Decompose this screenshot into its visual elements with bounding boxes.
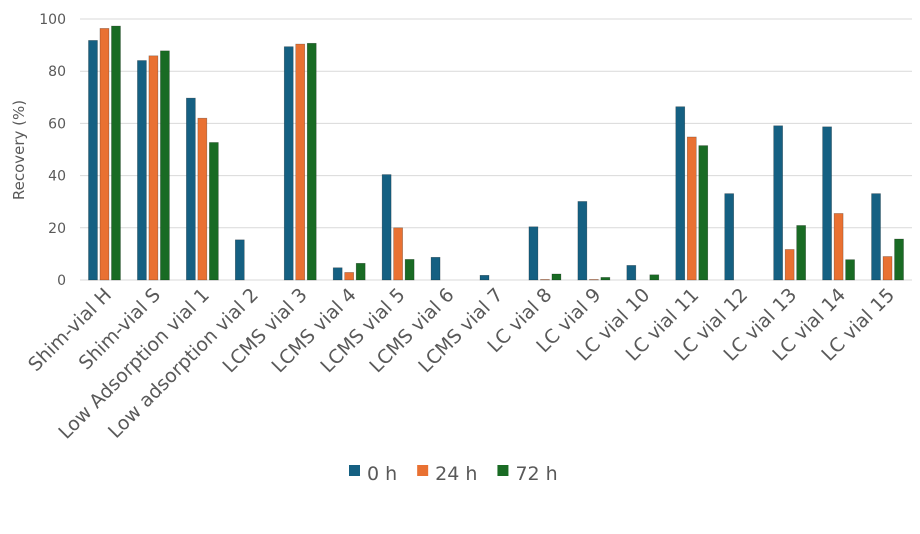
bar-24h-15 bbox=[833, 213, 844, 281]
bar-24h-4 bbox=[295, 43, 306, 281]
bar-24h-16 bbox=[882, 256, 893, 281]
legend-label: 72 h bbox=[515, 463, 557, 485]
bar-72h-0 bbox=[111, 25, 121, 281]
bar-0h-8 bbox=[479, 275, 490, 281]
legend-swatch bbox=[417, 465, 429, 476]
bar-0h-11 bbox=[626, 265, 637, 281]
bar-24h-1 bbox=[148, 55, 159, 281]
legend-label: 24 h bbox=[435, 463, 477, 485]
y-tick-label: 80 bbox=[48, 64, 66, 80]
y-tick-label: 40 bbox=[48, 169, 66, 185]
bar-0h-16 bbox=[871, 193, 881, 281]
bar-72h-1 bbox=[160, 50, 170, 281]
bar-24h-0 bbox=[99, 28, 110, 281]
y-tick-label: 20 bbox=[48, 221, 66, 237]
bar-24h-5 bbox=[344, 272, 354, 281]
bar-72h-2 bbox=[209, 142, 219, 281]
legend-swatch bbox=[497, 465, 509, 476]
y-tick-label: 100 bbox=[39, 12, 66, 28]
bar-0h-3 bbox=[234, 239, 245, 281]
bar-72h-9 bbox=[551, 273, 562, 281]
bar-0h-13 bbox=[724, 193, 735, 281]
bar-0h-0 bbox=[88, 40, 98, 281]
bar-72h-15 bbox=[845, 259, 855, 281]
y-tick-label: 0 bbox=[57, 273, 66, 289]
y-tick-label: 60 bbox=[48, 116, 66, 132]
bar-24h-2 bbox=[197, 117, 208, 281]
bar-0h-2 bbox=[186, 97, 196, 281]
bars bbox=[88, 25, 904, 281]
bar-72h-16 bbox=[894, 238, 904, 281]
bar-72h-14 bbox=[796, 225, 806, 281]
bar-0h-5 bbox=[332, 267, 343, 281]
bar-0h-7 bbox=[430, 256, 441, 281]
bar-24h-14 bbox=[784, 249, 795, 281]
bar-0h-1 bbox=[137, 60, 147, 281]
bar-0h-6 bbox=[381, 174, 392, 281]
bar-0h-15 bbox=[822, 126, 832, 281]
gridlines bbox=[80, 18, 912, 281]
bar-72h-5 bbox=[355, 262, 366, 281]
bar-24h-12 bbox=[686, 136, 697, 281]
bar-24h-6 bbox=[393, 227, 403, 281]
bar-24h-10 bbox=[589, 279, 599, 281]
y-axis-ticks: 0 20 40 60 80 100 bbox=[39, 12, 66, 289]
bar-72h-6 bbox=[404, 259, 415, 281]
legend-label: 0 h bbox=[367, 463, 397, 485]
y-axis-label: Recovery (%) bbox=[10, 100, 28, 200]
bar-72h-4 bbox=[306, 42, 317, 281]
bar-72h-10 bbox=[600, 277, 611, 281]
legend-swatch bbox=[349, 465, 360, 476]
bar-0h-12 bbox=[675, 106, 686, 281]
bar-0h-9 bbox=[528, 226, 539, 281]
bar-72h-12 bbox=[698, 145, 709, 281]
bar-0h-14 bbox=[773, 125, 783, 281]
bar-0h-10 bbox=[577, 201, 588, 281]
bar-72h-11 bbox=[649, 274, 660, 281]
legend: 0 h 24 h 72 h bbox=[349, 463, 558, 485]
bar-0h-4 bbox=[283, 46, 294, 281]
bar-24h-9 bbox=[540, 279, 550, 281]
